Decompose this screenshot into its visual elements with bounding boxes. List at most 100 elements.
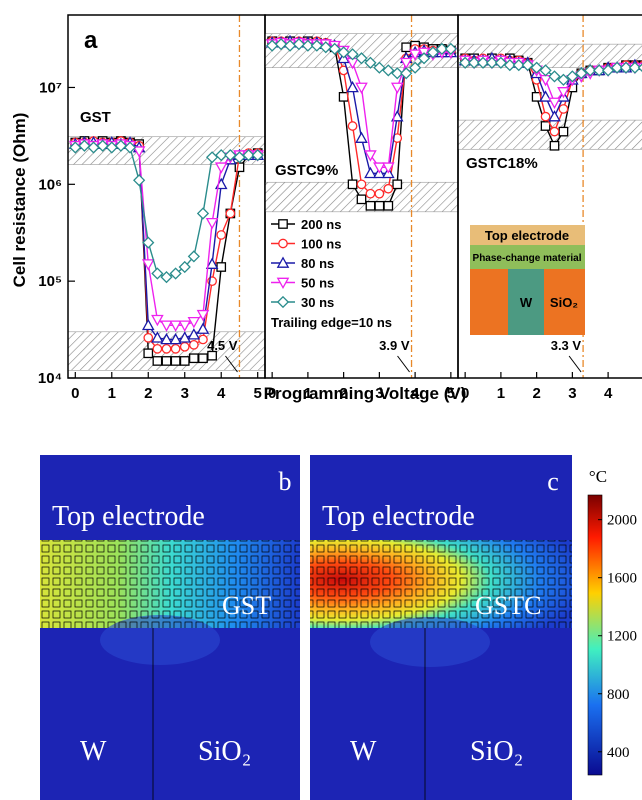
marker [178,320,192,332]
marker [539,64,552,77]
colorbar-tick-label: 400 [607,745,630,761]
plot-frame [457,14,642,379]
marker [549,126,560,137]
marker [601,64,615,77]
marker [558,104,569,114]
inset-layer [470,245,585,269]
region-label: Top electrode [52,501,205,532]
marker [628,61,642,74]
x-tick-label: 0 [461,385,469,402]
marker [198,353,208,364]
x-tick-label: 3 [375,385,383,402]
marker [383,200,394,211]
region-label: W [80,736,107,767]
marker [503,59,516,72]
threshold-arrow [568,355,582,373]
x-tick-label: 4 [217,385,226,402]
marker [444,42,457,56]
marker [161,343,172,354]
threshold-label: 3.3 V [551,338,582,353]
inset-label: Phase-change material [473,253,582,264]
plot-area [265,15,458,378]
marker [143,332,154,343]
marker [160,271,173,284]
marker [133,174,146,187]
colorbar-tick-label: 2000 [607,513,637,529]
marker [539,90,552,102]
marker [365,200,376,211]
legend-label: 80 ns [301,256,334,271]
marker [214,162,228,174]
marker [142,236,155,249]
marker [417,52,431,65]
y-tick-label: 10⁶ [38,176,62,193]
inset-electrode [508,269,544,335]
panel-title: GST [80,109,111,126]
marker [187,250,200,263]
marker [558,126,569,137]
inset-label: W [520,295,533,310]
x-tick-label: 1 [497,385,505,402]
marker [610,61,624,74]
marker [216,262,227,272]
marker [637,63,642,72]
marker [391,67,404,80]
x-tick-label: 0 [71,385,79,402]
marker [426,46,440,59]
marker [189,353,199,364]
marker [114,139,128,152]
marker [540,111,551,122]
series-line [75,143,258,326]
marker [274,38,288,51]
colorbar-tick-label: 800 [607,687,630,703]
plot-area [68,15,265,378]
x-tick-label: 3 [181,385,189,402]
marker [338,91,349,102]
marker [169,267,182,280]
marker [575,67,588,80]
material-label: GSTC [475,591,541,620]
marker [160,320,173,332]
plot-area [458,15,642,378]
marker [459,56,472,69]
marker [584,64,597,77]
legend-label: 200 ns [301,217,341,232]
x-tick-label: 4 [411,385,420,402]
marker [356,194,367,205]
marker [549,140,560,151]
colorbar: °C 400 800 1200 1600 2000 [587,467,637,776]
region-label: W [350,736,377,767]
panel-label: b [279,467,292,496]
marker [346,48,359,61]
marker [485,56,499,69]
marker [392,133,403,143]
marker [151,331,164,343]
marker [347,121,358,131]
colorbar-tick-label: 1600 [607,571,637,587]
material-label: GST [222,591,271,620]
marker [364,150,377,162]
y-axis-label: Cell resistance (Ohm) [10,113,29,288]
marker [355,131,368,143]
marker [382,64,395,77]
marker [364,166,377,179]
marker [196,309,210,322]
marker [225,208,236,219]
marker [355,52,368,65]
marker [400,67,413,80]
x-tick-label: 5 [447,385,455,402]
marker [392,179,403,190]
marker [96,139,109,152]
threshold-arrow [397,355,410,373]
marker [557,87,570,99]
marker [521,59,534,72]
marker [251,149,264,162]
marker [548,97,561,110]
marker [319,41,332,54]
marker [169,320,182,332]
marker [276,277,290,290]
sim-mesh [40,540,300,628]
marker [160,332,173,345]
marker [540,121,551,131]
marker [619,61,633,74]
